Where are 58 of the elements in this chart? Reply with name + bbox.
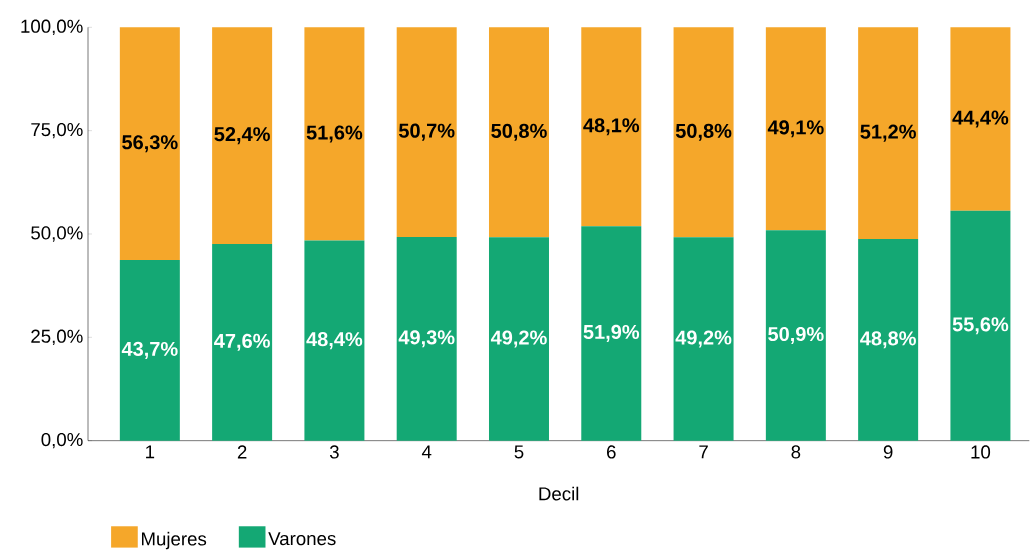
data-label: 51,2% — [860, 124, 916, 142]
bar — [396, 27, 457, 237]
bar — [488, 237, 549, 441]
bar — [950, 210, 1011, 441]
bar — [765, 230, 826, 441]
x-tick-label: 9 — [883, 445, 893, 459]
data-label: 49,2% — [490, 330, 547, 348]
bar — [304, 27, 365, 241]
data-label: 50,9% — [768, 326, 824, 344]
bar — [858, 238, 919, 441]
bar — [212, 27, 273, 244]
bar — [858, 27, 919, 239]
data-label: 49,3% — [398, 330, 455, 348]
data-label: 50,7% — [398, 123, 455, 141]
x-tick-label: 1 — [146, 445, 155, 459]
x-tick-label: 7 — [699, 445, 708, 459]
bar — [581, 27, 642, 227]
y-tick-label: 50,0% — [31, 226, 83, 242]
data-label: 56,3% — [122, 135, 178, 153]
bar — [119, 260, 180, 441]
data-label: 49,2% — [675, 330, 732, 348]
legend-label: Varones — [268, 532, 336, 546]
y-tick-label: 100,0% — [21, 19, 83, 36]
bar — [396, 236, 457, 441]
bar — [950, 27, 1011, 211]
y-tick-label: 75,0% — [31, 122, 83, 139]
y-tick-label: 25,0% — [31, 329, 83, 346]
bar — [581, 226, 642, 441]
bar — [673, 27, 734, 238]
data-label: 50,8% — [491, 123, 547, 141]
bar — [212, 243, 273, 441]
x-tick-label: 2 — [237, 445, 247, 459]
data-label: 48,1% — [583, 118, 640, 136]
data-label: 51,9% — [583, 324, 640, 342]
data-label: 50,8% — [675, 123, 732, 141]
y-tick-label: 0,0% — [41, 432, 83, 449]
bar — [304, 240, 365, 441]
data-label: 48,4% — [306, 332, 363, 350]
data-label: 51,6% — [306, 125, 363, 143]
data-label: 48,8% — [860, 331, 916, 349]
x-tick-label: 5 — [514, 445, 524, 459]
x-axis-title: Decil — [539, 486, 579, 501]
data-label: 52,4% — [214, 127, 270, 145]
x-tick-label: 10 — [971, 445, 991, 459]
data-label: 43,7% — [121, 341, 178, 359]
bar — [119, 27, 180, 261]
x-tick-label: 4 — [421, 445, 432, 459]
data-label: 49,1% — [767, 120, 824, 138]
x-tick-label: 8 — [791, 445, 801, 459]
data-label: 55,6% — [952, 317, 1009, 335]
x-tick-label: 3 — [329, 445, 339, 459]
data-label: 44,4% — [952, 110, 1009, 128]
data-label: 47,6% — [214, 333, 270, 351]
legend-label: Mujeres — [141, 531, 207, 550]
x-tick-label: 6 — [607, 445, 616, 459]
bar — [673, 237, 734, 441]
bar — [488, 27, 549, 238]
bar — [765, 27, 826, 231]
